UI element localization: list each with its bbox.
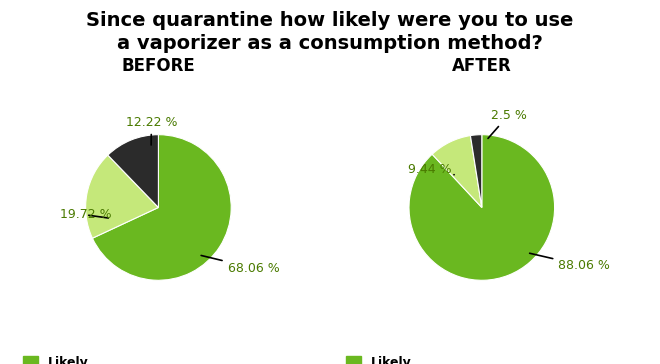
Text: 9.44 %: 9.44 % (407, 163, 454, 175)
Text: 12.22 %: 12.22 % (125, 116, 177, 145)
Legend: Likely, Somewhat likely, Not likely: Likely, Somewhat likely, Not likely (346, 356, 486, 364)
Wedge shape (86, 155, 158, 238)
Wedge shape (108, 135, 158, 207)
Text: 19.72 %: 19.72 % (60, 209, 112, 221)
Text: 88.06 %: 88.06 % (529, 253, 610, 272)
Wedge shape (92, 135, 231, 280)
Legend: Likely, Somewhat likely, Not likely: Likely, Somewhat likely, Not likely (22, 356, 163, 364)
Text: Since quarantine how likely were you to use
a vaporizer as a consumption method?: Since quarantine how likely were you to … (86, 11, 574, 54)
Text: 68.06 %: 68.06 % (201, 256, 279, 274)
Wedge shape (409, 135, 554, 280)
Wedge shape (432, 135, 482, 207)
Text: BEFORE: BEFORE (121, 56, 195, 75)
Text: 2.5 %: 2.5 % (488, 109, 527, 138)
Wedge shape (471, 135, 482, 207)
Text: AFTER: AFTER (452, 56, 512, 75)
